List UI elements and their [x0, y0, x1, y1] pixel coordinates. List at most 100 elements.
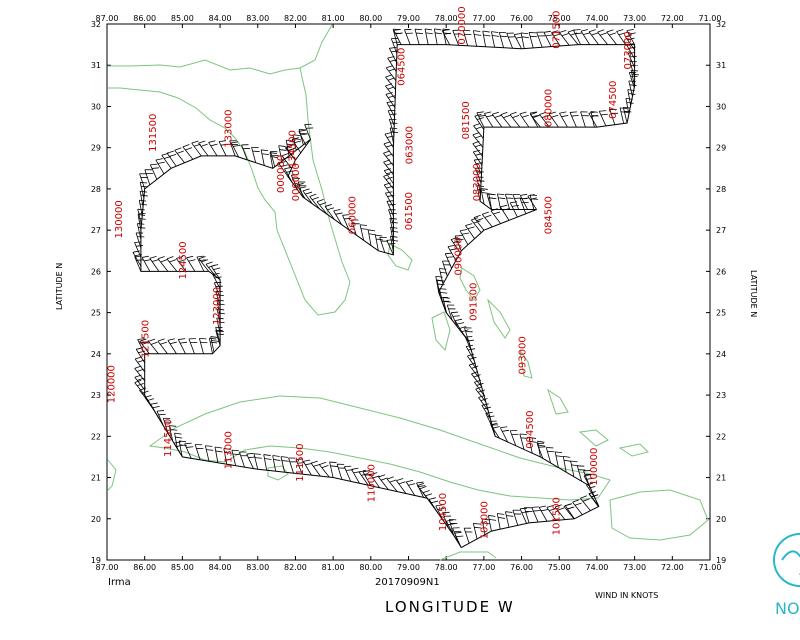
- wind-barb: [385, 65, 397, 81]
- abaco: [459, 267, 481, 301]
- y-tick-label-right: 20: [716, 515, 726, 524]
- wind-barb: [481, 403, 491, 420]
- inagua: [578, 429, 609, 447]
- wind-barb: [628, 72, 638, 88]
- wind-barb: [132, 250, 142, 267]
- wind-barb: [490, 31, 500, 48]
- wind-barb: [396, 478, 407, 494]
- wind-barb: [272, 455, 281, 472]
- wind-barb: [583, 470, 593, 486]
- cuba-coast: [148, 395, 611, 501]
- wind-barb: [626, 43, 636, 60]
- wind-barb: [500, 204, 510, 221]
- wind-barb: [580, 29, 591, 45]
- wind-barb: [176, 256, 187, 272]
- andros: [431, 311, 451, 352]
- wind-barb: [215, 329, 224, 346]
- wind-barb: [208, 337, 218, 354]
- x-tick-label-top: 77.00: [472, 14, 495, 23]
- wind-barb: [539, 111, 550, 128]
- x-tick-label-bottom: 75.00: [548, 563, 571, 572]
- time-label: 081500: [461, 101, 472, 139]
- wind-barb: [199, 337, 208, 354]
- time-label: 114500: [163, 419, 174, 457]
- wind-barb: [506, 32, 516, 49]
- x-tick-label-top: 73.00: [623, 14, 646, 23]
- time-label: 091500: [468, 283, 479, 321]
- y-tick-label-left: 25: [91, 309, 101, 318]
- wind-barb: [551, 30, 561, 47]
- time-label: 080000: [544, 89, 555, 127]
- x-tick-label-top: 72.00: [661, 14, 684, 23]
- wind-barb: [298, 129, 308, 146]
- wind-barb: [500, 111, 512, 128]
- wind-barb: [230, 141, 241, 158]
- wind-barb: [134, 374, 146, 391]
- x-tick-label-top: 86.00: [133, 14, 156, 23]
- wind-barb: [472, 149, 483, 166]
- y-tick-label-right: 31: [716, 61, 726, 70]
- wind-barb: [191, 140, 202, 157]
- wind-barb: [452, 29, 462, 46]
- wind-barb: [386, 239, 396, 256]
- y-tick-label-right: 27: [716, 226, 726, 235]
- wind-barb: [576, 465, 586, 482]
- wind-barb: [462, 29, 472, 46]
- y-tick-label-left: 23: [91, 391, 101, 400]
- wind-barb: [622, 107, 632, 124]
- wind-barb: [519, 198, 529, 214]
- axis-ticks: 87.00 87.00 86.00 86.00 85.00 85.00 84.00 84.00…: [91, 14, 726, 572]
- wind-barb: [446, 304, 456, 321]
- time-label: 084500: [544, 196, 555, 234]
- time-label: 093000: [517, 336, 528, 374]
- wind-barb: [374, 234, 384, 251]
- wind-barb: [523, 507, 533, 524]
- y-tick-label-left: 21: [91, 474, 101, 483]
- wind-barb: [173, 441, 184, 458]
- wind-barb: [269, 152, 278, 169]
- wind-barb: [572, 499, 583, 515]
- x-tick-label-top: 84.00: [209, 14, 232, 23]
- x-tick-label-top: 71.00: [699, 14, 722, 23]
- y-tick-label-right: 21: [716, 474, 726, 483]
- y-tick-label-left: 27: [91, 226, 101, 235]
- wind-barb: [359, 224, 368, 241]
- wind-barb: [309, 193, 320, 210]
- wind-barb: [454, 531, 464, 548]
- wind-barb: [144, 395, 155, 411]
- y-tick-label-left: 30: [91, 102, 101, 111]
- wind-barb: [370, 472, 380, 488]
- wind-barb: [218, 140, 228, 157]
- wind-barb: [537, 440, 546, 457]
- wind-barb: [476, 111, 486, 128]
- wind-barb: [351, 467, 361, 484]
- x-tick-label-bottom: 83.00: [246, 563, 269, 572]
- wind-barb: [545, 447, 555, 464]
- wind-barb: [155, 158, 165, 175]
- wind-barb: [586, 482, 596, 499]
- wind-barb: [580, 111, 589, 128]
- mission-id: 20170909N1: [375, 577, 440, 588]
- x-tick-label-bottom: 73.00: [623, 563, 646, 572]
- wind-barb: [253, 453, 262, 470]
- time-label: 131500: [148, 114, 159, 152]
- y-tick-label-left: 26: [91, 267, 101, 276]
- time-label: 121500: [140, 320, 151, 358]
- long-island: [547, 388, 569, 415]
- x-tick-label-top: 85.00: [171, 14, 194, 23]
- x-tick-label-bottom: 81.00: [322, 563, 345, 572]
- time-label: 133000: [223, 110, 234, 148]
- wind-barb: [573, 28, 583, 45]
- wind-barb: [588, 491, 600, 507]
- hispaniola-coast: [609, 489, 709, 541]
- wind-barb: [433, 28, 443, 45]
- wind-barb: [473, 214, 485, 231]
- x-tick-label-top: 87.00: [96, 14, 119, 23]
- x-tick-label-top: 83.00: [246, 14, 269, 23]
- time-label: 110000: [367, 464, 378, 502]
- wind-barb: [439, 268, 448, 285]
- time-label: 060000: [348, 196, 359, 234]
- x-tick-label-bottom: 76.00: [510, 563, 533, 572]
- x-tick-label-bottom: 71.00: [699, 563, 722, 572]
